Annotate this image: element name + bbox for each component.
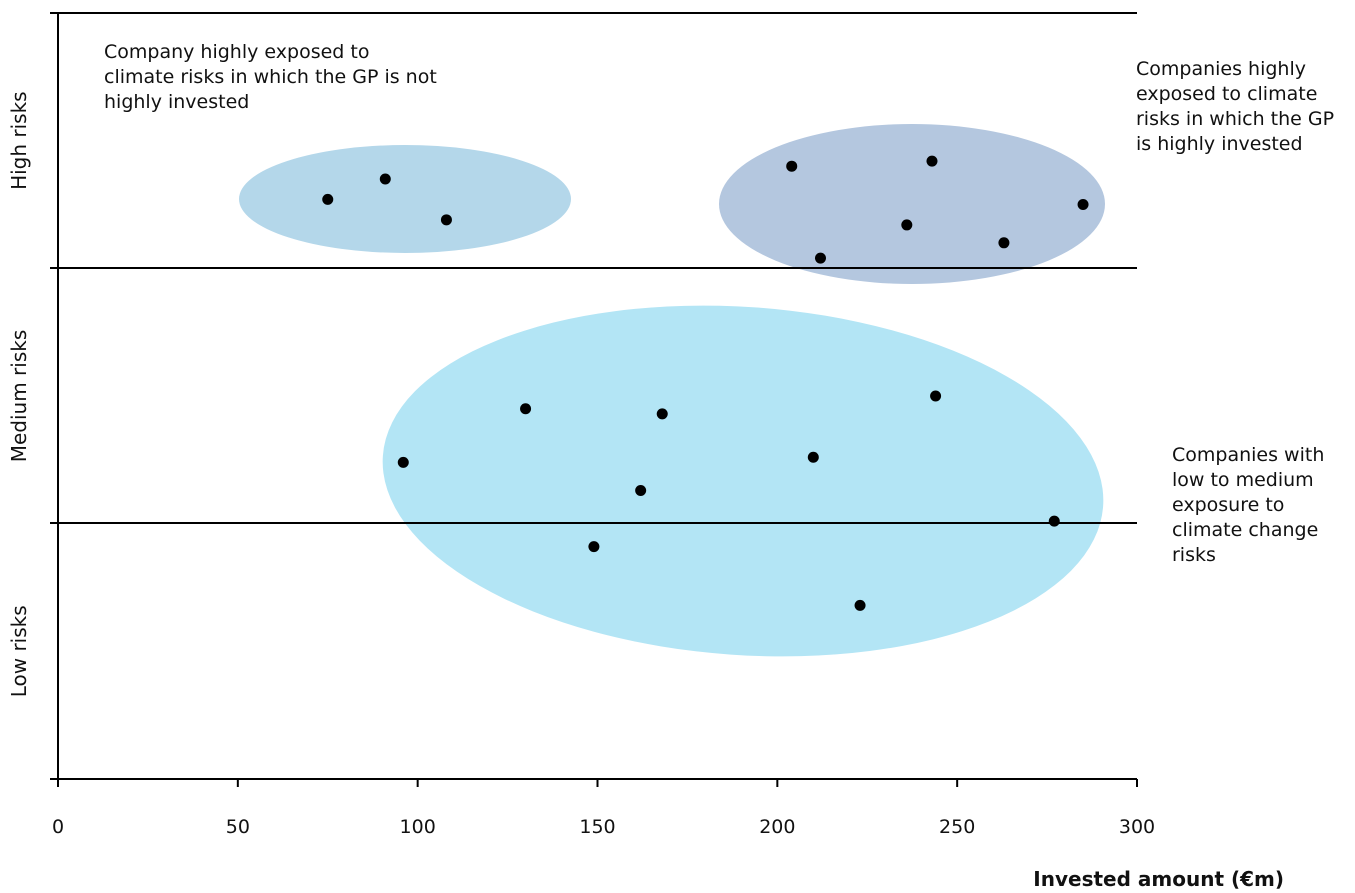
data-point bbox=[998, 237, 1010, 249]
data-point bbox=[926, 155, 938, 167]
x-tick-label: 100 bbox=[400, 816, 436, 838]
annotation-low-medium-exposure: Companies with low to medium exposure to… bbox=[1172, 444, 1325, 566]
x-tick-label: 50 bbox=[226, 816, 250, 838]
data-point bbox=[440, 214, 452, 226]
data-point bbox=[520, 403, 532, 415]
x-tick-label: 150 bbox=[579, 816, 615, 838]
x-tick-label: 300 bbox=[1119, 816, 1155, 838]
data-point bbox=[635, 484, 647, 496]
cluster-ellipse-highly-invested bbox=[719, 124, 1105, 284]
y-band-label: Low risks bbox=[7, 605, 31, 697]
data-point bbox=[656, 408, 668, 420]
data-point bbox=[1048, 515, 1060, 527]
x-axis-title: Invested amount (€m) bbox=[1033, 867, 1284, 891]
data-point bbox=[322, 193, 334, 205]
y-band-label: High risks bbox=[7, 91, 31, 190]
data-points bbox=[322, 155, 1089, 611]
data-point bbox=[1077, 199, 1089, 210]
data-point bbox=[588, 541, 600, 553]
cluster-ellipse-low-medium-exposure bbox=[382, 305, 1104, 657]
x-tick-label: 200 bbox=[759, 816, 795, 838]
data-point bbox=[379, 173, 391, 185]
cluster-ellipse-not-highly-invested bbox=[239, 145, 571, 253]
data-point bbox=[814, 252, 826, 264]
annotation-highly-invested: Companies highly exposed to climate risk… bbox=[1136, 58, 1335, 155]
y-band-labels: Low risks Medium risks High risks bbox=[7, 91, 31, 697]
data-point bbox=[901, 219, 913, 231]
x-tick-label: 250 bbox=[939, 816, 975, 838]
data-point bbox=[397, 456, 409, 468]
annotation-not-highly-invested: Company highly exposed to climate risks … bbox=[104, 41, 437, 113]
data-point bbox=[807, 451, 819, 463]
data-point bbox=[786, 160, 798, 172]
x-tick-label: 0 bbox=[52, 816, 64, 838]
data-point bbox=[930, 390, 942, 402]
x-axis-ticks: 0 50 100 150 200 250 300 bbox=[52, 779, 1155, 838]
data-point bbox=[854, 599, 866, 611]
cluster-ellipses bbox=[239, 124, 1105, 657]
y-band-label: Medium risks bbox=[7, 330, 31, 463]
axes bbox=[50, 12, 1137, 780]
